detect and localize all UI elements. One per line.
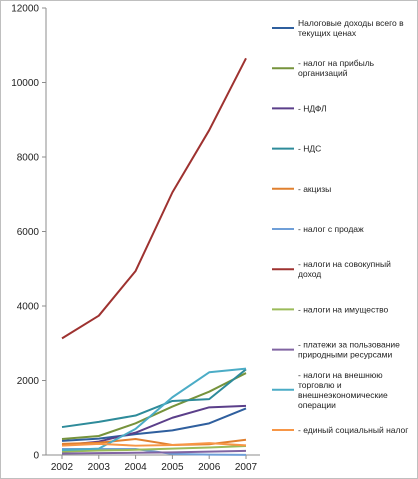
series-line-2 <box>61 372 247 440</box>
y-tick-label: 6000 <box>17 227 40 238</box>
y-tick-label: 4000 <box>17 302 40 313</box>
legend-label: - акцизы <box>298 184 331 194</box>
x-tick-label: 2004 <box>124 462 147 473</box>
series-line-8 <box>61 445 247 453</box>
legend-label: Налоговые доходы всего в текущих ценах <box>298 18 404 38</box>
series-line-9 <box>61 449 247 455</box>
legend-label: - НДС <box>298 144 321 154</box>
y-tick-label: 8000 <box>17 153 40 164</box>
x-tick-label: 2005 <box>161 462 184 473</box>
legend-label: - налог на прибыль организаций <box>298 58 375 78</box>
y-tick-label: 10000 <box>11 78 39 89</box>
legend-label: - НДФЛ <box>298 103 327 113</box>
series-line-7 <box>61 57 247 340</box>
x-tick-label: 2003 <box>88 462 111 473</box>
legend-label: - налог с продаж <box>298 224 364 234</box>
x-tick-label: 2002 <box>51 462 74 473</box>
legend-label: - налоги на совокупный доход <box>298 259 391 279</box>
y-tick-label: 2000 <box>17 376 40 387</box>
legend-label: - налоги на имущество <box>298 304 389 314</box>
series-line-4 <box>61 368 247 429</box>
x-tick-label: 2007 <box>235 462 258 473</box>
y-tick-label: 12000 <box>11 4 39 15</box>
series-line-11 <box>61 442 247 447</box>
legend-label: - платежи за пользование природными ресур… <box>298 340 400 360</box>
y-tick-label: 0 <box>33 451 39 462</box>
legend-label: - единый социальный налог <box>298 425 408 435</box>
legend-label: - налоги на внешнюю торговлю и внешнеэконо… <box>298 370 388 410</box>
series-line-10 <box>61 367 247 452</box>
series-line-1 <box>61 407 247 442</box>
x-tick-label: 2006 <box>198 462 221 473</box>
